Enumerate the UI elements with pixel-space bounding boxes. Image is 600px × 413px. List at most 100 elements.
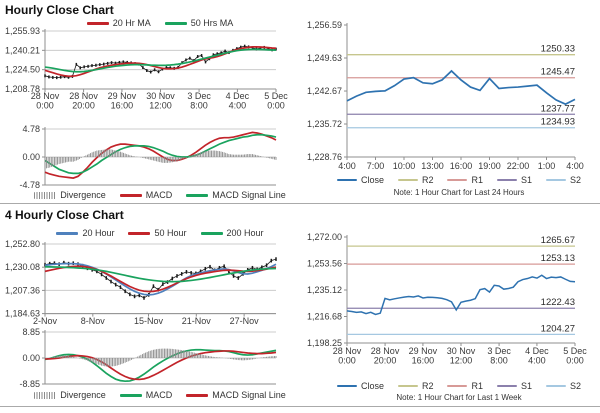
svg-text:13:00: 13:00	[421, 161, 444, 171]
svg-text:1237.77: 1237.77	[541, 103, 575, 114]
close-1w-chart: 1,272.00 1,253.56 1,235.12 1,216.68 1,198.25…	[307, 232, 587, 366]
legend-item: Close	[336, 175, 384, 185]
legend-label: S2	[570, 381, 582, 391]
legend-item: MACD	[119, 390, 172, 400]
svg-text:1,242.67: 1,242.67	[307, 86, 342, 96]
svg-text:4:00: 4:00	[229, 101, 247, 111]
svg-text:1,252.80: 1,252.80	[5, 239, 40, 249]
legend-item: R1	[447, 381, 483, 391]
line-swatch-icon	[119, 393, 142, 397]
legend-label: R2	[421, 175, 434, 185]
svg-text:8.85: 8.85	[22, 327, 40, 337]
svg-text:4:00: 4:00	[566, 161, 584, 171]
close-24h-legend: Close R2 R1 S1 S2	[333, 175, 585, 185]
legend-item: S2	[546, 175, 581, 185]
svg-text:1,228.76: 1,228.76	[307, 152, 342, 162]
four-hourly-macd-legend: Divergence MACD MACD Signal Line	[34, 390, 286, 400]
legend-label: MACD Signal Line	[212, 390, 286, 400]
four-hourly-close-chart: 1,252.80 1,230.08 1,207.36 1,184.632-Nov 8-N…	[5, 239, 277, 326]
svg-text:1,253.56: 1,253.56	[307, 259, 342, 269]
svg-text:-4.78: -4.78	[19, 180, 40, 190]
line-swatch-icon	[447, 179, 468, 181]
svg-text:5 Dec: 5 Dec	[563, 346, 587, 356]
line-swatch-icon	[497, 385, 517, 387]
svg-text:21-Nov: 21-Nov	[182, 316, 212, 326]
svg-text:28 Nov: 28 Nov	[69, 91, 98, 101]
svg-text:1,235.72: 1,235.72	[307, 119, 342, 129]
legend-label: MACD	[145, 190, 173, 200]
svg-text:1222.43: 1222.43	[541, 297, 575, 308]
svg-text:19:00: 19:00	[478, 161, 501, 171]
svg-text:1,198.25: 1,198.25	[307, 338, 342, 348]
line-swatch-icon	[186, 393, 209, 397]
svg-text:1:00: 1:00	[538, 161, 556, 171]
legend-label: R1	[471, 381, 483, 391]
svg-text:22:00: 22:00	[507, 161, 530, 171]
line-swatch-icon	[86, 21, 109, 25]
svg-text:1250.33: 1250.33	[541, 44, 575, 55]
svg-text:1,255.93: 1,255.93	[5, 26, 40, 36]
legend-item: R2	[397, 381, 433, 391]
svg-text:16:00: 16:00	[111, 101, 134, 111]
svg-text:1,184.63: 1,184.63	[5, 309, 40, 319]
svg-text:0.00: 0.00	[22, 152, 40, 162]
svg-text:29 Nov: 29 Nov	[108, 91, 137, 101]
four-hourly-close-chart-title: 4 Hourly Close Chart	[5, 208, 124, 222]
legend-label: 50 Hrs MA	[190, 18, 234, 28]
svg-text:12:00: 12:00	[149, 101, 172, 111]
legend-item: R2	[397, 175, 434, 185]
legend-label: Close	[360, 175, 384, 185]
hourly-close-chart-title: Hourly Close Chart	[5, 3, 114, 17]
four-hourly-macd-chart: 8.85 0.00 -8.85	[19, 327, 277, 389]
legend-item: 50 Hour	[128, 228, 187, 238]
svg-text:12:00: 12:00	[450, 356, 473, 366]
svg-text:1,272.00: 1,272.00	[307, 232, 342, 242]
svg-text:1,230.08: 1,230.08	[5, 262, 40, 272]
legend-label: Divergence	[60, 190, 106, 200]
legend-item: MACD	[119, 190, 173, 200]
svg-text:28 Nov: 28 Nov	[371, 346, 400, 356]
svg-text:3 Dec: 3 Dec	[487, 346, 511, 356]
svg-text:4:00: 4:00	[338, 161, 356, 171]
svg-text:1245.47: 1245.47	[541, 67, 575, 78]
hourly-close-legend: 20 Hr MA 50 Hrs MA	[40, 18, 280, 28]
svg-text:1,224.50: 1,224.50	[5, 65, 40, 75]
svg-text:8-Nov: 8-Nov	[81, 316, 106, 326]
line-swatch-icon	[447, 385, 468, 387]
close-24h-chart: 1,256.59 1,249.63 1,242.67 1,235.72 1,228.76…	[307, 20, 584, 171]
legend-item: S1	[497, 381, 532, 391]
svg-text:7:00: 7:00	[367, 161, 385, 171]
svg-text:28 Nov: 28 Nov	[333, 346, 362, 356]
line-swatch-icon	[164, 21, 187, 25]
close-1w-legend: Close R2 R1 S1 S2	[333, 381, 585, 391]
legend-item: S1	[497, 175, 532, 185]
svg-text:5 Dec: 5 Dec	[264, 91, 288, 101]
line-swatch-icon	[186, 193, 209, 197]
legend-item: Divergence	[34, 190, 106, 200]
line-swatch-icon	[200, 231, 223, 235]
legend-label: Divergence	[60, 390, 106, 400]
svg-text:1253.13: 1253.13	[541, 253, 575, 264]
line-swatch-icon	[56, 231, 79, 235]
legend-label: R1	[471, 175, 483, 185]
line-swatch-icon	[119, 193, 142, 197]
line-swatch-icon	[336, 385, 357, 387]
svg-text:0:00: 0:00	[566, 356, 584, 366]
line-swatch-icon	[336, 179, 357, 181]
svg-text:0.00: 0.00	[22, 353, 40, 363]
legend-label: 200 Hour	[226, 228, 264, 238]
hourly-macd-legend: Divergence MACD MACD Signal Line	[34, 190, 286, 200]
line-swatch-icon	[397, 385, 418, 387]
legend-label: S1	[521, 175, 533, 185]
svg-text:20:00: 20:00	[374, 356, 397, 366]
legend-label: 20 Hour	[82, 228, 115, 238]
legend-label: MACD Signal Line	[212, 190, 286, 200]
legend-label: 50 Hour	[154, 228, 187, 238]
legend-label: 20 Hr MA	[112, 18, 151, 28]
svg-text:27-Nov: 27-Nov	[230, 316, 260, 326]
svg-text:4 Dec: 4 Dec	[525, 346, 549, 356]
legend-label: Close	[360, 381, 384, 391]
svg-text:4.78: 4.78	[22, 124, 40, 134]
svg-text:8:00: 8:00	[490, 356, 508, 366]
